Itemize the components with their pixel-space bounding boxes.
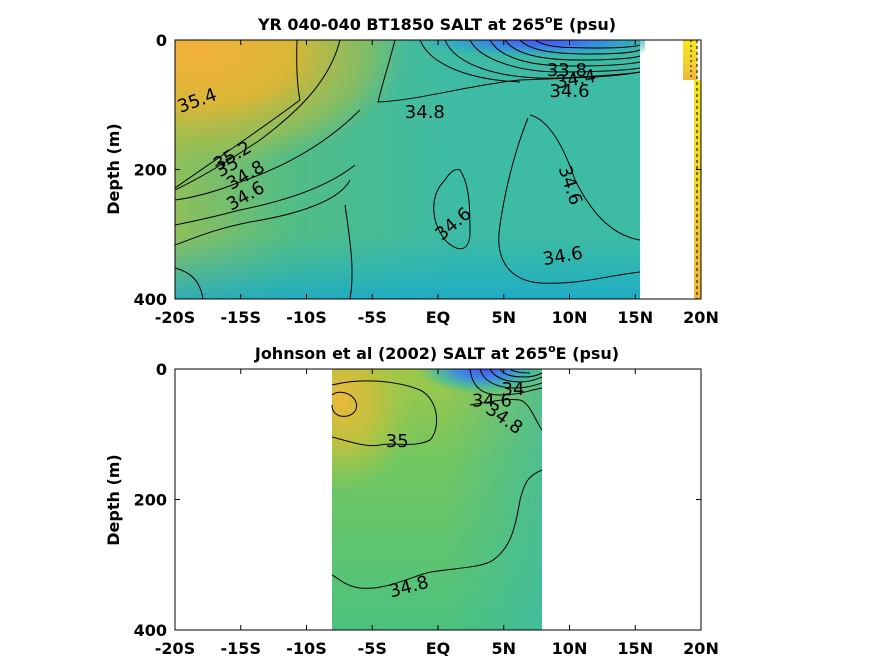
bottom-x-tick-label: -15S [221, 639, 261, 656]
top-y-tick-label: 0 [156, 31, 167, 50]
bottom-contour-lines [331, 369, 543, 589]
bottom-x-tick-label: -20S [155, 639, 195, 656]
top-axis-ticks: -20S -15S -10S -5S EQ 5N 10N 15N 20N 0 200 400 [134, 31, 719, 327]
bottom-contour-label: 34 [502, 379, 525, 400]
bottom-color-field [331, 369, 543, 630]
bottom-axis-ticks: -20S -15S -10S -5S EQ 5N 10N 15N 20N 0 200 400 [134, 360, 719, 656]
bottom-x-tick-label: 5N [491, 639, 516, 656]
bottom-contour-label: 35 [386, 431, 409, 452]
top-x-tick-label: -10S [286, 308, 326, 327]
top-x-tick-label: 20N [683, 308, 719, 327]
bottom-x-tick-label: 20N [683, 639, 719, 656]
top-contour-label: 33.8 [547, 60, 587, 81]
bottom-y-tick-label: 200 [134, 491, 167, 510]
top-x-tick-label: -15S [221, 308, 261, 327]
top-salinity-panel: 35.4 34.833.834.434.635.23534.834.634.634… [104, 13, 719, 327]
top-x-tick-label: -20S [155, 308, 195, 327]
top-x-tick-label: EQ [426, 308, 451, 327]
bottom-x-tick-label: -10S [286, 639, 326, 656]
bottom-x-tick-label: 10N [552, 639, 588, 656]
top-x-tick-label: 15N [617, 308, 653, 327]
top-y-axis-label: Depth (m) [104, 123, 123, 215]
top-contour-label: 34.8 [405, 102, 445, 123]
top-chart-title: YR 040-040 BT1850 SALT at 265oE (psu) [257, 13, 616, 34]
bottom-x-tick-label: -5S [358, 639, 387, 656]
bottom-contour-label: 34.6 [472, 391, 512, 412]
bottom-x-tick-label: EQ [426, 639, 451, 656]
top-x-tick-label: 5N [491, 308, 516, 327]
top-contour-lines [175, 40, 641, 299]
bottom-chart-title: Johnson et al (2002) SALT at 265oE (psu) [254, 342, 619, 363]
bottom-x-tick-label: 15N [617, 639, 653, 656]
top-x-tick-label: -5S [358, 308, 387, 327]
top-contour-label: 34.6 [549, 81, 589, 102]
bottom-y-tick-label: 400 [134, 621, 167, 640]
bottom-y-axis-label: Depth (m) [104, 454, 123, 546]
bottom-y-tick-label: 0 [156, 360, 167, 379]
top-y-tick-label: 200 [134, 161, 167, 180]
top-y-tick-label: 400 [134, 290, 167, 309]
top-x-tick-label: 10N [552, 308, 588, 327]
top-color-field [175, 40, 701, 299]
